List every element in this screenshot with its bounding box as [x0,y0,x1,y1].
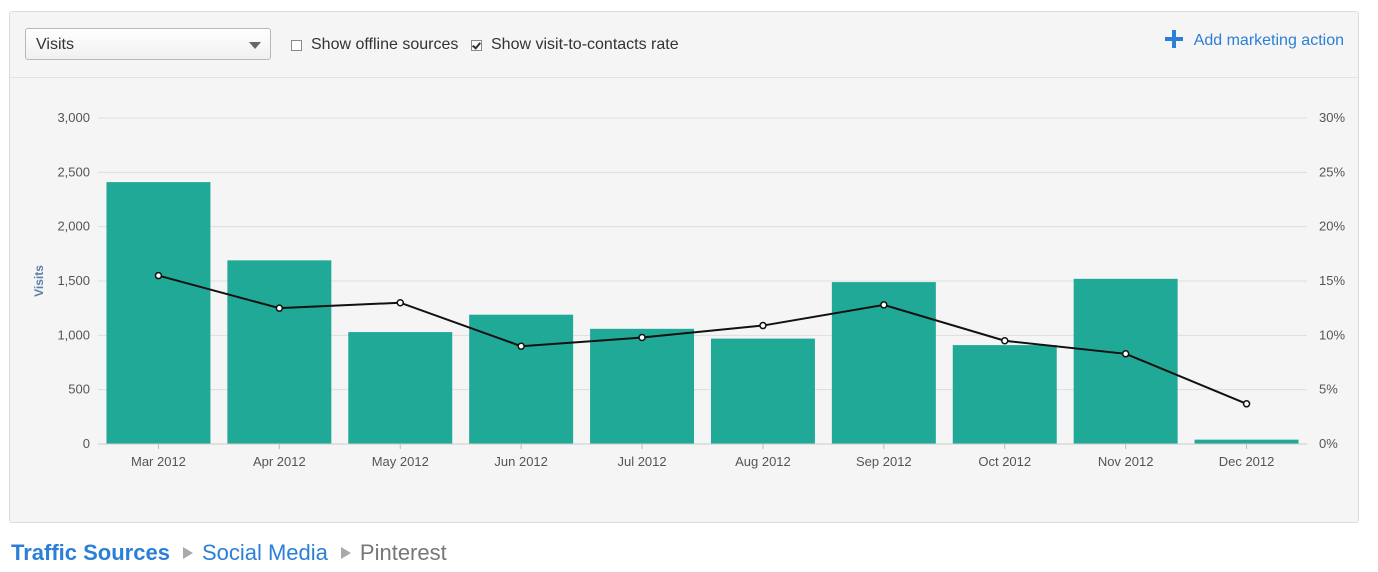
x-tick-label: Oct 2012 [978,454,1031,469]
add-marketing-action-label: Add marketing action [1193,32,1344,49]
y-tick-label: 2,500 [57,164,90,179]
bar [348,332,453,444]
chart-panel: Visits Show offline sources Show visit-t… [9,11,1359,523]
offline-sources-toggle[interactable]: Show offline sources [291,36,458,54]
bar [1073,278,1178,444]
rate-label: Show visit-to-contacts rate [491,36,679,53]
rate-point [1121,350,1130,358]
breadcrumb-separator-icon [340,547,351,559]
rate-checkbox[interactable] [471,39,482,51]
y2-tick-label: 15% [1319,273,1345,288]
rate-point [880,301,888,309]
y2-tick-label: 5% [1319,382,1338,397]
offline-sources-label: Show offline sources [311,36,459,53]
chevron-down-icon [249,42,261,49]
x-tick-label: Apr 2012 [253,454,306,469]
bar [1194,439,1299,444]
rate-point [759,321,767,330]
bar [952,345,1057,444]
add-marketing-action-button[interactable]: Add marketing action [1164,30,1344,50]
metric-select[interactable]: Visits [25,28,271,60]
x-tick-label: Aug 2012 [735,454,791,469]
chart-toolbar: Visits Show offline sources Show visit-t… [10,12,1358,78]
rate-point [275,304,284,312]
plus-icon [1164,30,1183,48]
y2-tick-label: 25% [1319,164,1345,179]
x-tick-label: May 2012 [372,454,429,469]
rate-point [396,298,404,307]
rate-toggle[interactable]: Show visit-to-contacts rate [471,36,679,54]
bar [227,260,332,444]
y-tick-label: 0 [83,436,90,451]
x-tick-label: Dec 2012 [1219,454,1275,469]
y2-tick-label: 10% [1319,327,1345,342]
x-tick-label: Jun 2012 [494,454,548,469]
bar [831,282,936,444]
x-tick-label: Jul 2012 [617,454,666,469]
rate-point [154,271,163,280]
y-tick-label: 2,000 [57,219,90,234]
y-tick-label: 1,000 [57,327,90,342]
metric-select-value: Visits [36,36,74,53]
breadcrumb: Traffic Sources Social Media Pinterest [11,540,447,566]
rate-point [1001,337,1009,345]
rate-point [638,333,646,342]
rate-line [158,274,1247,405]
x-tick-label: Nov 2012 [1098,454,1154,469]
visits-chart: 0 0% 500 5% 1,000 10% 1,500 15% 2,000 20% 2,500 25%… [32,110,1345,469]
y2-tick-label: 30% [1319,110,1345,125]
rate-point [517,342,525,350]
y-tick-label: 1,500 [57,273,90,288]
y-tick-label: 500 [68,382,90,397]
breadcrumb-social-media[interactable]: Social Media [201,540,328,565]
breadcrumb-traffic-sources[interactable]: Traffic Sources [11,540,170,565]
y2-tick-label: 0% [1319,436,1338,451]
rate-point [1242,400,1251,408]
x-tick-label: Mar 2012 [131,454,186,469]
bar [106,182,211,444]
breadcrumb-separator-icon [182,547,193,559]
bar [469,314,574,444]
bar [710,338,815,444]
y-tick-label: 3,000 [57,110,90,125]
y2-tick-label: 20% [1319,219,1345,234]
bar [590,328,695,444]
offline-sources-checkbox[interactable] [291,39,302,51]
x-tick-label: Sep 2012 [856,454,912,469]
breadcrumb-current: Pinterest [359,540,447,565]
y-axis-title: Visits [32,265,46,297]
